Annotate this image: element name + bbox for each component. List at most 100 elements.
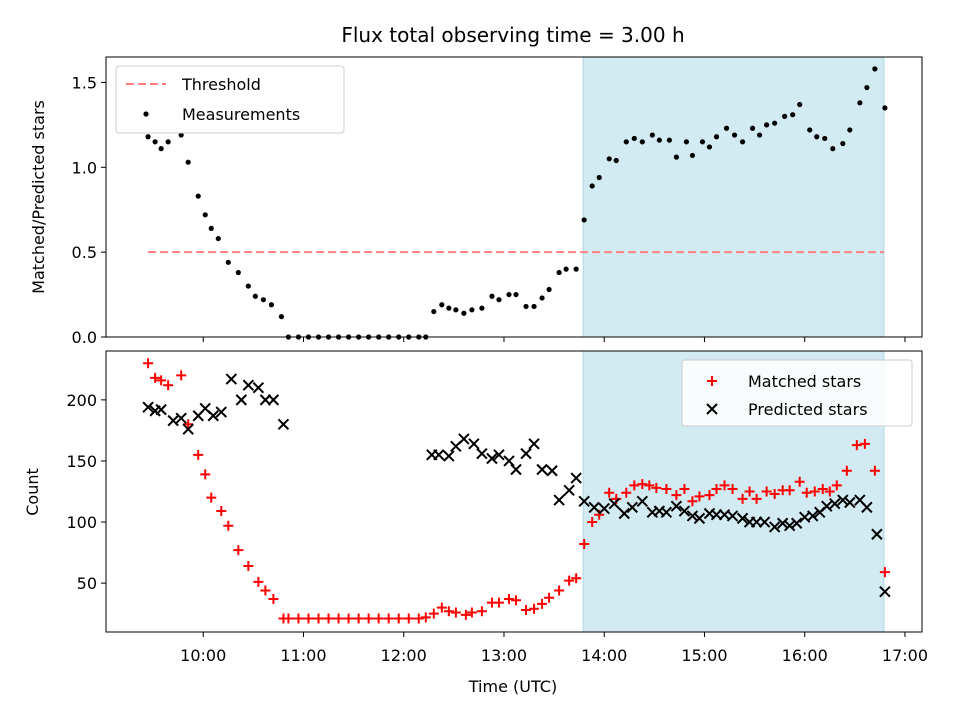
data-point: [588, 501, 600, 514]
data-point: [726, 510, 739, 522]
y-tick-label: 0.5: [72, 243, 97, 262]
data-point: [506, 291, 512, 298]
data-point: [158, 146, 164, 152]
data-point: [608, 498, 620, 510]
data-point: [469, 307, 475, 313]
data-point: [439, 302, 445, 308]
legend-box: [681, 359, 913, 427]
data-point: [293, 613, 304, 624]
data-point: [790, 517, 803, 529]
data-point: [200, 469, 211, 480]
data-point: [413, 613, 424, 624]
data-point: [817, 484, 828, 495]
x-tick-label: 12:00: [381, 646, 427, 665]
x-tick-label: 15:00: [681, 646, 727, 665]
data-point: [857, 100, 863, 106]
data-point: [689, 152, 696, 159]
data-point: [531, 303, 537, 310]
x-tick-label: 14:00: [581, 646, 627, 665]
data-point: [687, 496, 698, 507]
data-point: [671, 490, 682, 501]
y-tick-label: 150: [66, 452, 97, 471]
top-y-axis-label: Matched/Predicted stars: [29, 100, 48, 294]
data-point: [443, 606, 454, 617]
axes-frame: [105, 56, 923, 338]
data-point: [744, 486, 755, 497]
data-point: [553, 494, 565, 506]
data-point: [476, 447, 488, 460]
data-point: [589, 183, 595, 189]
data-point: [493, 449, 505, 461]
data-point: [278, 314, 285, 320]
data-point: [864, 84, 870, 91]
data-point: [623, 139, 629, 145]
y-tick-label: 1.5: [72, 73, 97, 92]
data-point: [578, 495, 590, 507]
data-point: [207, 410, 219, 422]
data-point: [794, 476, 805, 487]
x-tick-label: 10:00: [180, 646, 226, 665]
data-point: [260, 585, 271, 596]
x-tick-label: 11:00: [280, 646, 326, 665]
data-point: [268, 594, 279, 605]
series-predicted-stars: [142, 373, 891, 598]
data-point: [450, 607, 461, 618]
data-point: [383, 613, 394, 624]
data-point: [651, 482, 662, 493]
data-point: [433, 449, 445, 461]
data-point: [840, 140, 846, 147]
legend-ratio: Threshold Measurements: [115, 65, 345, 134]
data-point: [536, 463, 548, 476]
x-axis-label: Time (UTC): [468, 677, 557, 696]
data-point: [323, 613, 334, 624]
data-point: [206, 492, 217, 503]
x-tick-label: 16:00: [782, 646, 828, 665]
data-point: [193, 449, 204, 460]
data-point: [233, 545, 244, 556]
data-point: [393, 613, 404, 624]
data-point: [859, 438, 870, 449]
data-point: [686, 510, 699, 522]
data-point: [145, 134, 151, 140]
data-point: [629, 480, 640, 491]
legend-matched-label: Matched stars: [748, 372, 861, 391]
data-point: [829, 498, 841, 510]
data-point: [468, 438, 480, 450]
data-point: [496, 297, 502, 303]
data-point: [713, 134, 720, 140]
data-point: [523, 303, 529, 310]
plot-layer: 0.0 0.5 1.0 1.5 50 100 150 200 10:00 11:00 12:00 13…: [66, 56, 928, 665]
data-point: [235, 269, 241, 276]
data-point: [403, 613, 414, 624]
data-point: [458, 433, 470, 445]
data-point: [596, 174, 602, 181]
legend-count: Matched stars Predicted stars: [681, 359, 913, 427]
data-point: [661, 484, 672, 495]
data-point: [768, 521, 781, 533]
data-point: [801, 487, 812, 498]
data-point: [163, 380, 174, 391]
data-point: [178, 132, 184, 138]
data-point: [631, 135, 637, 142]
data-point: [573, 266, 579, 272]
data-point: [363, 613, 374, 624]
data-point: [837, 494, 849, 506]
data-point: [243, 561, 254, 572]
data-point: [479, 305, 485, 311]
data-point: [790, 112, 796, 118]
data-point: [749, 125, 756, 131]
data-point: [656, 137, 662, 143]
data-point: [809, 486, 820, 497]
data-point: [704, 490, 715, 501]
data-point: [283, 613, 294, 624]
data-point: [175, 412, 187, 424]
data-point: [476, 606, 487, 617]
data-point: [879, 585, 891, 598]
data-point: [587, 517, 598, 528]
data-point: [666, 137, 672, 143]
data-point: [737, 493, 748, 504]
data-point: [649, 132, 655, 138]
data-point: [872, 66, 878, 72]
